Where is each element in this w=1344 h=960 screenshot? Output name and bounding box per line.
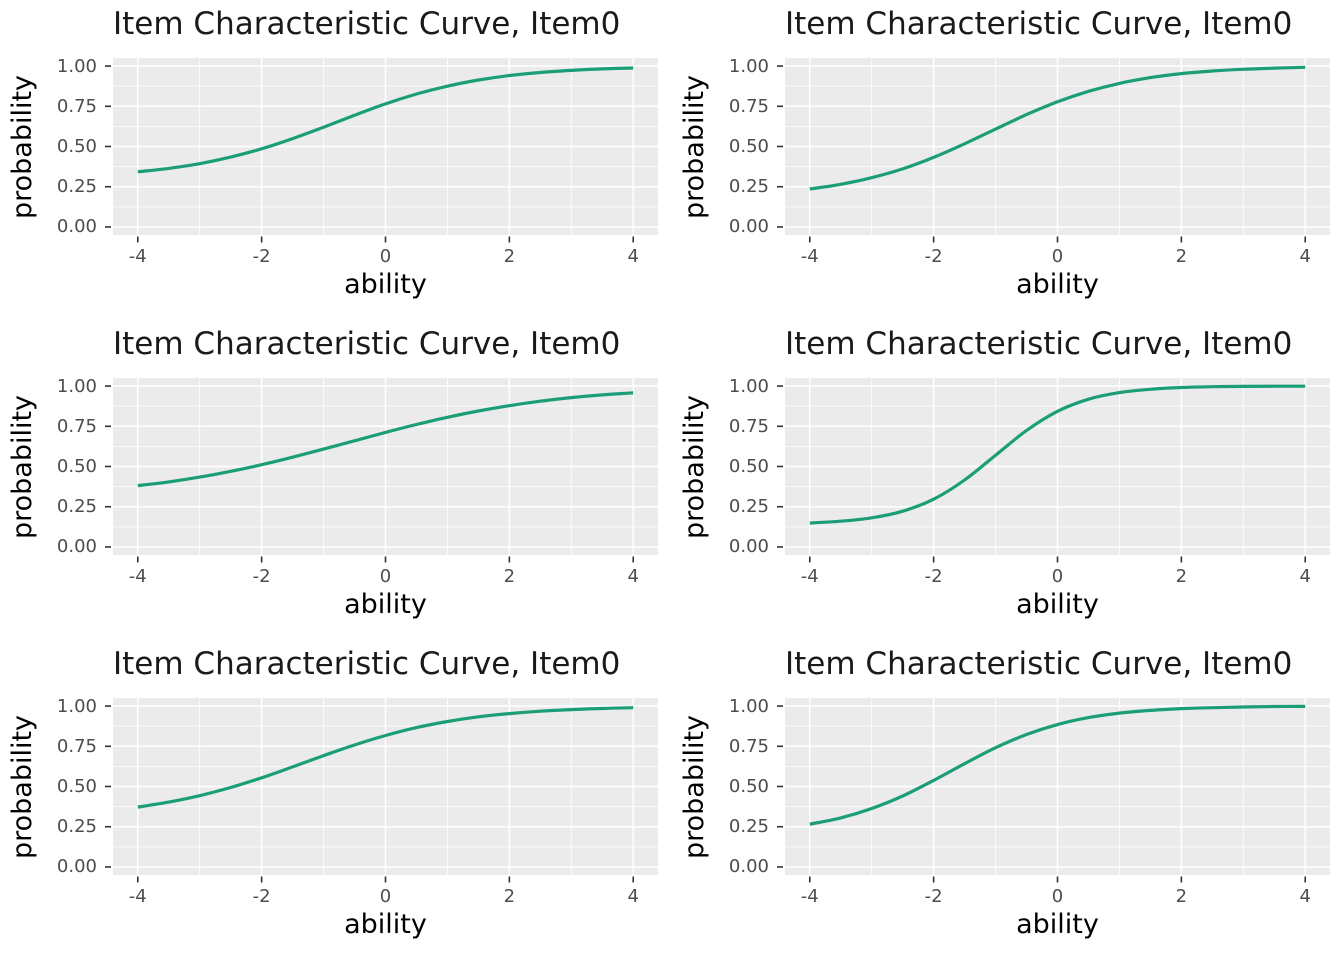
x-axis-label: ability (1016, 269, 1099, 300)
icc-curve (809, 384, 1306, 525)
x-tick-label: 4 (627, 246, 639, 267)
x-tick-label: 2 (1175, 566, 1188, 587)
y-tick-label: 0.75 (728, 415, 769, 437)
x-axis-label: ability (344, 909, 427, 940)
x-tick-label: -2 (924, 246, 943, 267)
icc-curve (809, 65, 1306, 191)
x-tick-label: -4 (800, 566, 819, 587)
x-tick-label: -4 (128, 246, 147, 267)
y-tick-label: 0.75 (728, 95, 769, 117)
y-tick-label: 0.50 (728, 456, 769, 477)
icc-plot-5: Item Characteristic Curve, Item0 probabi… (0, 640, 672, 960)
plot-panel (777, 698, 1330, 883)
x-tick-label: 2 (1175, 886, 1188, 907)
icc-plot-1: Item Characteristic Curve, Item0 probabi… (0, 0, 672, 320)
y-tick-label: 0.50 (56, 776, 97, 797)
y-tick-label: 0.75 (56, 415, 97, 437)
icc-curve (137, 66, 634, 174)
y-tick-label: 0.00 (56, 216, 97, 238)
y-tick-label: 0.25 (56, 496, 97, 518)
plot-title: Item Characteristic Curve, Item0 (113, 6, 621, 42)
icc-plot-6: Item Characteristic Curve, Item0 probabi… (672, 640, 1344, 960)
icc-curve (137, 706, 634, 809)
plot-title: Item Characteristic Curve, Item0 (785, 646, 1293, 682)
y-tick-label: 0.75 (728, 735, 769, 757)
y-tick-label: 0.75 (56, 95, 97, 117)
y-tick-label: 1.00 (728, 375, 769, 397)
x-tick-label: 0 (1051, 566, 1064, 587)
plot-panel (105, 58, 658, 243)
x-axis-label: ability (1016, 909, 1099, 940)
x-tick-label: 4 (627, 566, 639, 587)
icc-plot-4: Item Characteristic Curve, Item0 probabi… (672, 320, 1344, 640)
x-tick-label: -2 (924, 886, 943, 907)
y-tick-label: 0.25 (728, 176, 769, 198)
icc-curve (809, 704, 1306, 826)
y-tick-label: 0.00 (56, 536, 97, 558)
x-axis-label: ability (344, 269, 427, 300)
x-tick-label: -4 (128, 566, 147, 587)
x-tick-label: 2 (1175, 246, 1188, 267)
x-tick-label: 4 (627, 886, 639, 907)
y-tick-label: 0.50 (56, 136, 97, 157)
y-tick-label: 0.25 (56, 816, 97, 838)
icc-plot-3: Item Characteristic Curve, Item0 probabi… (0, 320, 672, 640)
x-tick-label: -2 (252, 246, 271, 267)
y-tick-label: 0.50 (728, 776, 769, 797)
plot-title: Item Characteristic Curve, Item0 (113, 326, 621, 362)
y-tick-label: 1.00 (56, 375, 97, 397)
y-tick-label: 1.00 (728, 55, 769, 77)
x-axis-label: ability (1016, 589, 1099, 620)
x-tick-label: -2 (252, 566, 271, 587)
y-tick-label: 0.50 (56, 456, 97, 477)
y-tick-label: 0.00 (56, 856, 97, 878)
y-tick-label: 0.25 (728, 816, 769, 838)
y-tick-label: 0.50 (728, 136, 769, 157)
x-tick-label: 4 (1299, 246, 1311, 267)
x-tick-label: 4 (1299, 566, 1311, 587)
x-tick-label: 2 (503, 566, 516, 587)
y-tick-label: 0.25 (56, 176, 97, 198)
y-tick-label: 1.00 (56, 695, 97, 717)
x-tick-label: 2 (503, 246, 516, 267)
plot-panel (105, 378, 658, 563)
x-tick-label: 0 (379, 566, 392, 587)
y-tick-label: 1.00 (728, 695, 769, 717)
y-tick-label: 0.75 (56, 735, 97, 757)
x-tick-label: 0 (379, 886, 392, 907)
plot-panel (105, 698, 658, 883)
icc-plot-2: Item Characteristic Curve, Item0 probabi… (672, 0, 1344, 320)
x-tick-label: -4 (800, 246, 819, 267)
x-axis-label: ability (344, 589, 427, 620)
x-tick-label: -4 (800, 886, 819, 907)
y-tick-label: 0.00 (728, 536, 769, 558)
x-tick-label: 0 (1051, 886, 1064, 907)
x-tick-label: 0 (379, 246, 392, 267)
y-tick-label: 0.00 (728, 216, 769, 238)
y-tick-label: 0.00 (728, 856, 769, 878)
y-tick-label: 1.00 (56, 55, 97, 77)
plot-panel (777, 58, 1330, 243)
plot-title: Item Characteristic Curve, Item0 (785, 326, 1293, 362)
x-tick-label: 2 (503, 886, 516, 907)
icc-curve (137, 391, 634, 488)
x-tick-label: 4 (1299, 886, 1311, 907)
x-tick-label: 0 (1051, 246, 1064, 267)
plot-title: Item Characteristic Curve, Item0 (113, 646, 621, 682)
plot-title: Item Characteristic Curve, Item0 (785, 6, 1293, 42)
x-tick-label: -2 (252, 886, 271, 907)
y-tick-label: 0.25 (728, 496, 769, 518)
plot-panel (777, 378, 1330, 563)
x-tick-label: -4 (128, 886, 147, 907)
x-tick-label: -2 (924, 566, 943, 587)
